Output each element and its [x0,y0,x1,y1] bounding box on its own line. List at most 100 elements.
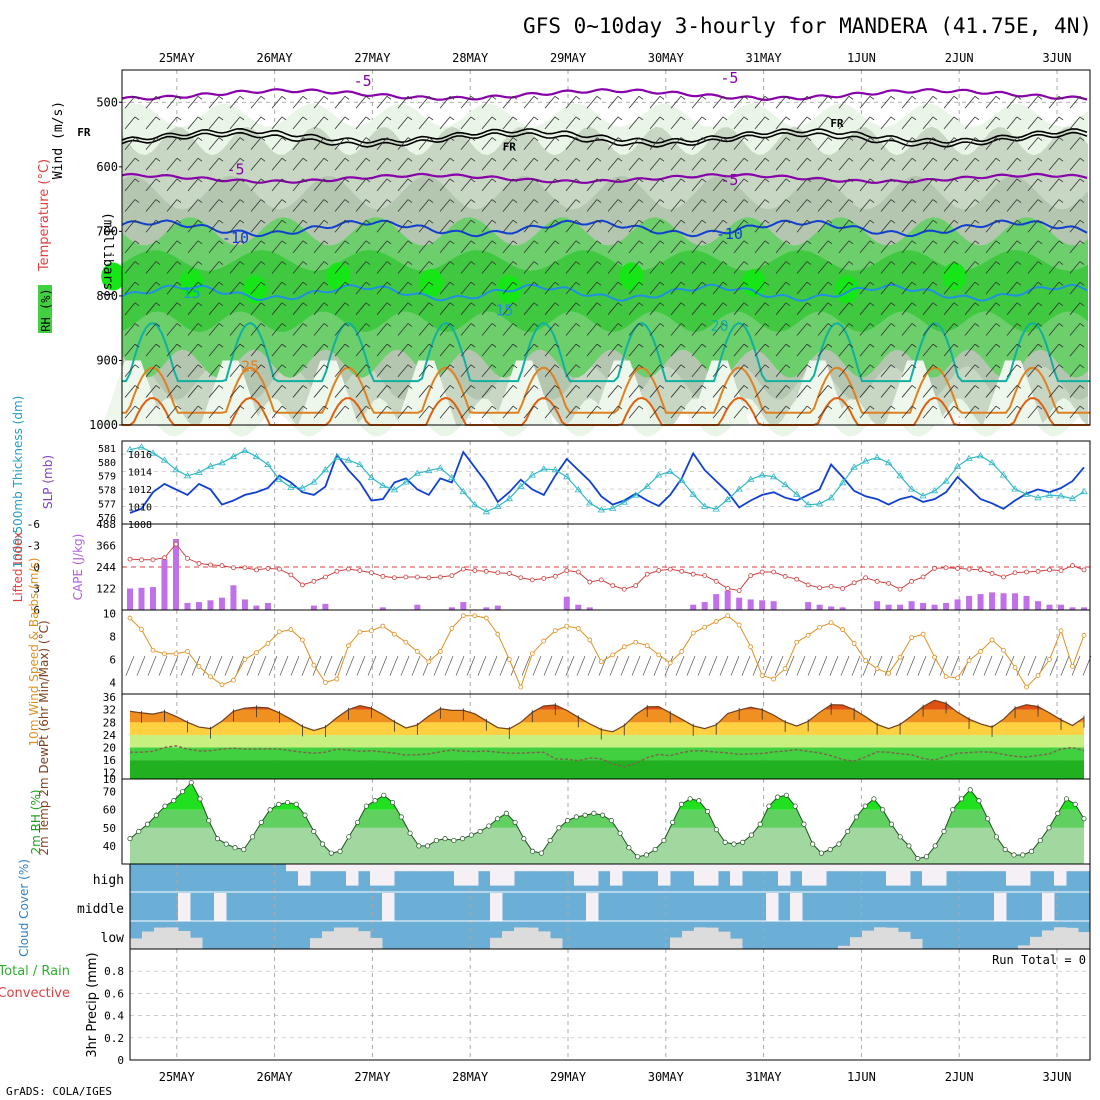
wind-marker [1001,647,1006,653]
cloud-high [538,864,551,872]
cape-bar [195,602,202,610]
wind-barb-flag [260,261,266,265]
wind-barb-flag [575,323,581,327]
wind-barb-flag [533,261,539,265]
wind-barb-flag [470,157,476,162]
wind-barb [922,178,934,192]
wind-marker [254,650,259,655]
wind-barb [943,343,955,357]
wind-barb-flag [323,261,329,265]
wind-barb-flag [176,302,182,307]
cape-bar [736,597,743,610]
rh-marker [705,809,711,815]
wind-barb-flag [218,219,224,224]
surface-wind-barb [125,655,135,676]
wind-barb-flag [281,385,287,389]
wind-barb [565,302,577,316]
slp-marker [298,484,307,491]
wind-barb-flag [869,199,875,203]
wind-marker [656,652,662,658]
wind-barb-flag [932,405,938,410]
cloud-low [490,937,503,949]
wind-barb [943,137,955,150]
surface-wind-barb [1049,655,1059,676]
wind-barb-flag [827,178,833,183]
wind-barb [229,302,241,316]
wind-barb [481,343,493,357]
wind-barb-flag [638,405,644,410]
wind-barb [754,343,766,357]
wind-barb [124,178,136,192]
cloud-high [550,864,563,872]
wind-barb-flag [953,385,959,389]
wind-barb-flag [953,95,959,100]
surface-wind-barb [301,655,311,676]
wind-marker [357,629,363,635]
cloud-middle [490,893,503,921]
slp-marker [631,491,640,498]
cloud-high [1078,864,1091,872]
wind-barb [1027,219,1039,233]
wind-barb [313,116,325,130]
wind-barb-flag [344,219,350,224]
wind-barb [544,199,556,212]
wind-barb-flag [974,281,980,286]
rh-marker [1011,852,1017,858]
wind-barb-flag [659,95,665,100]
wind-barb [145,157,157,171]
wind-barb [523,323,535,336]
wind-barb [355,364,367,378]
wind-barb [985,178,997,192]
wind-barb [670,405,682,419]
wind-marker [242,657,248,662]
wind-barb-flag [281,178,287,183]
wind-barb-flag [1037,385,1043,389]
cloud-high [862,864,875,872]
wind-barb-flag [911,364,917,369]
lifted-index-line [129,543,1085,592]
surface-wind-barb [631,655,641,676]
wind-barb [208,302,220,316]
li-marker [334,568,340,574]
wind-barb [607,302,619,316]
slp-marker [746,475,755,482]
rh-blob [942,262,967,291]
cloud-high [910,864,923,872]
wind-barb-flag [470,261,476,265]
wind-barb-flag [911,261,917,265]
surface-wind-barb [840,655,850,676]
wind-barb [1048,323,1060,336]
rh-marker [530,848,536,854]
wind-barb [1006,219,1018,233]
wind-barb [901,178,913,192]
wind-barb-flag [491,219,497,224]
wind-barb [817,137,829,150]
temp-band [130,722,1084,735]
wind-speed-line [129,615,1085,689]
wind-barb-flag [617,323,623,327]
wind-barb [313,157,325,171]
li-marker [437,574,443,580]
wind-barb [586,240,598,254]
wind-barb-flag [806,137,812,141]
wind-barb-flag [323,137,329,141]
wind-barb [670,281,682,295]
li-marker [587,579,593,585]
wind-barb [271,157,283,171]
wind-barb-flag [386,199,392,203]
ylabel-temp: 2m Temp 2m DewPt (6hr Min/Max) (°C) [37,620,51,855]
wind-barb-flag [470,137,476,141]
wind-barb-flag [575,240,581,245]
wind-barb [439,219,451,233]
wind-marker [1035,673,1041,678]
wind-barb [271,364,283,378]
rh-marker [136,828,142,834]
cloud-high [790,864,803,872]
wind-barb [586,364,598,378]
wind-barb [460,302,472,316]
wind-barb [607,364,619,378]
wind-barb [460,385,472,398]
wind-barb [964,157,976,171]
wind-barb [964,178,976,192]
wind-barb-flag [827,137,833,141]
